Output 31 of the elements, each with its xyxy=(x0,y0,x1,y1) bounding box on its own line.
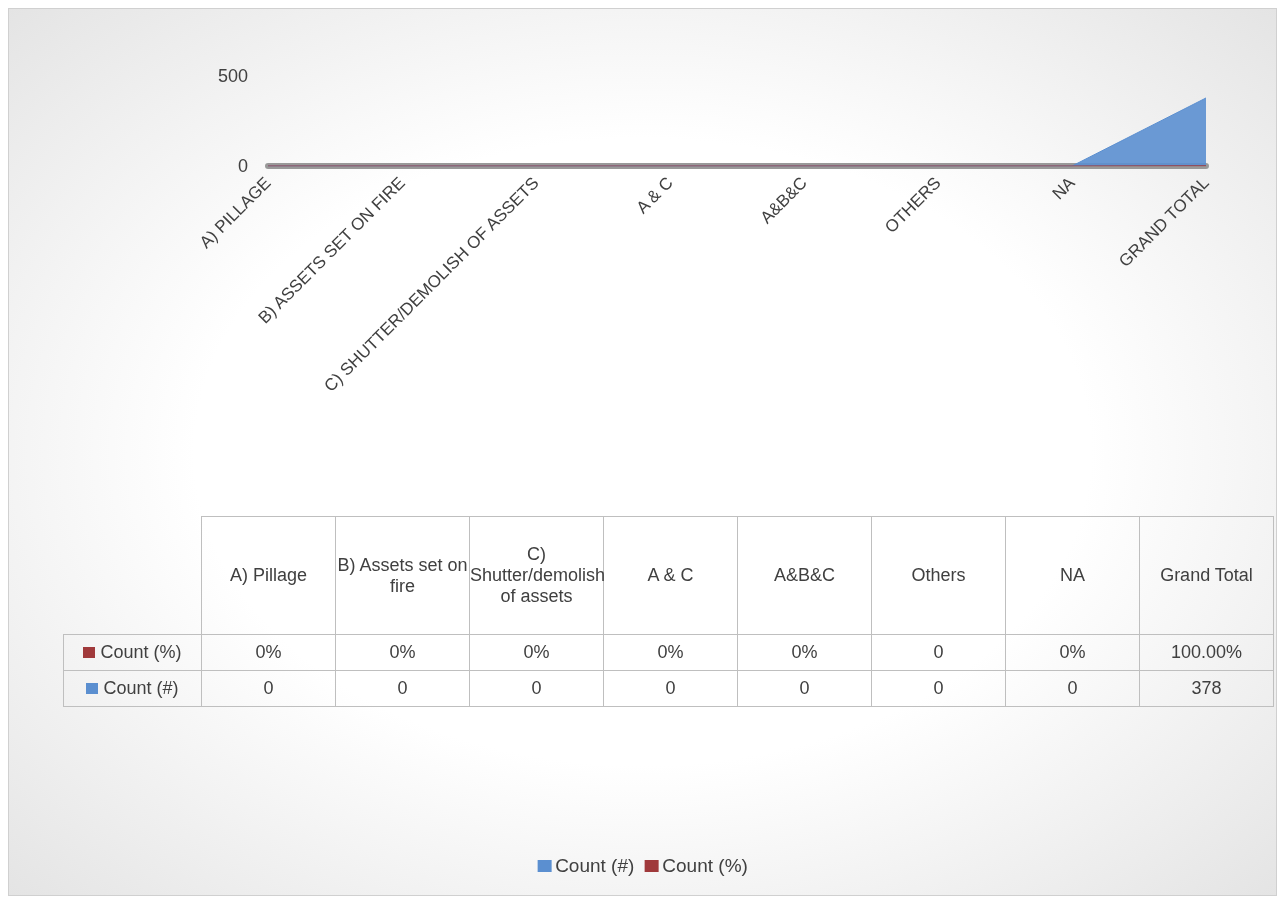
y-tick-label: 500 xyxy=(217,66,248,86)
text: A&B&C xyxy=(737,516,872,635)
text: Others xyxy=(871,516,1006,635)
data-label: 0 xyxy=(1005,670,1140,707)
data-label: 0 xyxy=(335,670,470,707)
data-label: 0% xyxy=(1005,634,1140,671)
legend-label: Count (%) xyxy=(63,634,202,671)
data-label: 0% xyxy=(335,634,470,671)
data-label: 0% xyxy=(737,634,872,671)
x-tick-label: NA xyxy=(1048,172,1080,204)
text: C) Shutter/demolish of assets xyxy=(469,516,606,635)
data-label: 378 xyxy=(1139,670,1274,707)
data-label: 0% xyxy=(603,634,738,671)
text: Count (%) xyxy=(662,855,748,876)
data-label: 100.00% xyxy=(1139,634,1274,671)
data-label: 0 xyxy=(201,670,336,707)
text: NA xyxy=(1005,516,1140,635)
legend-label: Count (#) xyxy=(63,670,202,707)
text: B) Assets set on fire xyxy=(335,516,470,635)
data-label: 0 xyxy=(603,670,738,707)
data-label: 0% xyxy=(469,634,604,671)
data-label: 0 xyxy=(469,670,604,707)
data-label: 0% xyxy=(201,634,336,671)
text: A & C xyxy=(603,516,738,635)
text: Grand Total xyxy=(1139,516,1274,635)
text: Count (#) xyxy=(555,855,635,876)
data-label: 0 xyxy=(871,670,1006,707)
data-label: 0 xyxy=(871,634,1006,671)
data-label: 0 xyxy=(737,670,872,707)
text: A) Pillage xyxy=(201,516,336,635)
x-tick-label: A & C xyxy=(632,173,677,218)
